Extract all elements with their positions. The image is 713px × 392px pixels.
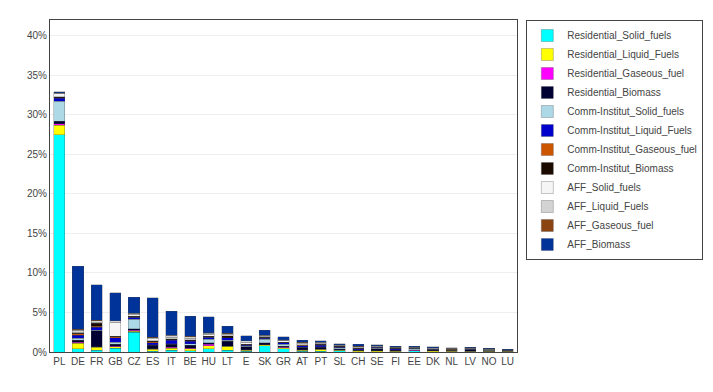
svg-text:Comm-Institut_Solid_fuels: Comm-Institut_Solid_fuels bbox=[567, 106, 684, 117]
svg-text:35%: 35% bbox=[27, 70, 47, 81]
svg-text:SE: SE bbox=[370, 356, 384, 367]
svg-text:HU: HU bbox=[202, 356, 216, 367]
svg-text:AFF_Solid_fuels: AFF_Solid_fuels bbox=[567, 182, 640, 193]
svg-text:PT: PT bbox=[314, 356, 327, 367]
svg-text:10%: 10% bbox=[27, 267, 47, 278]
svg-text:AFF_Biomass: AFF_Biomass bbox=[567, 239, 630, 250]
svg-text:FR: FR bbox=[90, 356, 103, 367]
svg-text:Residential_Liquid_Fuels: Residential_Liquid_Fuels bbox=[567, 49, 679, 60]
svg-text:DE: DE bbox=[71, 356, 85, 367]
svg-text:Comm-Institut_Gaseous_fuel: Comm-Institut_Gaseous_fuel bbox=[567, 144, 697, 155]
svg-text:Residential_Biomass: Residential_Biomass bbox=[567, 87, 660, 98]
svg-text:AFF_Gaseous_fuel: AFF_Gaseous_fuel bbox=[567, 220, 653, 231]
svg-text:0%: 0% bbox=[33, 347, 48, 358]
svg-text:SL: SL bbox=[333, 356, 346, 367]
svg-text:AFF_Liquid_Fuels: AFF_Liquid_Fuels bbox=[567, 201, 648, 212]
svg-text:SK: SK bbox=[258, 356, 272, 367]
svg-text:20%: 20% bbox=[27, 188, 47, 199]
svg-text:GB: GB bbox=[108, 356, 123, 367]
svg-text:FI: FI bbox=[391, 356, 400, 367]
svg-text:15%: 15% bbox=[27, 228, 47, 239]
svg-text:CH: CH bbox=[351, 356, 365, 367]
svg-text:GR: GR bbox=[276, 356, 291, 367]
svg-text:BE: BE bbox=[183, 356, 197, 367]
svg-text:LU: LU bbox=[501, 356, 514, 367]
svg-text:Comm-Institut_Biomass: Comm-Institut_Biomass bbox=[567, 163, 673, 174]
svg-text:Residential_Solid_fuels: Residential_Solid_fuels bbox=[567, 30, 671, 41]
svg-text:CZ: CZ bbox=[127, 356, 140, 367]
svg-text:ES: ES bbox=[146, 356, 160, 367]
svg-text:IT: IT bbox=[167, 356, 176, 367]
svg-text:30%: 30% bbox=[27, 109, 47, 120]
svg-text:AT: AT bbox=[296, 356, 308, 367]
svg-text:25%: 25% bbox=[27, 149, 47, 160]
svg-text:E: E bbox=[243, 356, 250, 367]
svg-text:Comm-Institut_Liquid_Fuels: Comm-Institut_Liquid_Fuels bbox=[567, 125, 692, 136]
svg-text:EE: EE bbox=[408, 356, 422, 367]
svg-text:5%: 5% bbox=[33, 307, 48, 318]
svg-text:LV: LV bbox=[465, 356, 477, 367]
svg-text:40%: 40% bbox=[27, 30, 47, 41]
svg-text:NL: NL bbox=[445, 356, 458, 367]
svg-text:LT: LT bbox=[222, 356, 233, 367]
svg-text:Residential_Gaseous_fuel: Residential_Gaseous_fuel bbox=[567, 68, 684, 79]
svg-text:DK: DK bbox=[426, 356, 440, 367]
svg-text:NO: NO bbox=[481, 356, 496, 367]
svg-text:PL: PL bbox=[53, 356, 66, 367]
